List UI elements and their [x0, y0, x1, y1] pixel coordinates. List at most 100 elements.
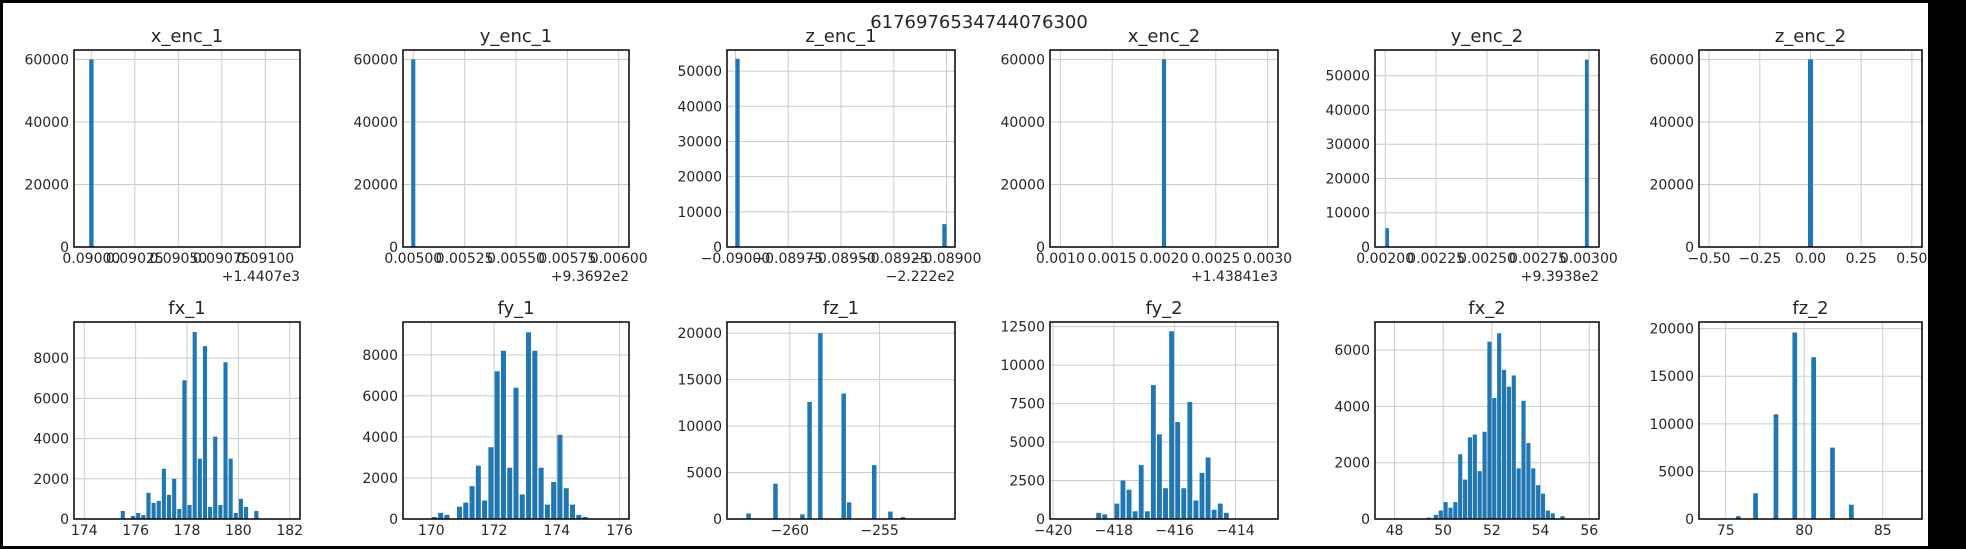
histogram-bar	[1223, 512, 1229, 519]
x-tick-label: 0.0030	[1243, 251, 1292, 267]
histogram-bar	[1531, 468, 1536, 519]
subplot-fy-2: fy_2 −420 −418 −416 −414 0 2500 5000 7500 10000 12…	[1000, 298, 1279, 539]
axes-frame	[73, 321, 301, 520]
histogram-bar	[1161, 59, 1167, 247]
histogram-bar	[151, 502, 156, 519]
y-tick-label: 20000	[677, 326, 722, 342]
y-tick-label: 0	[60, 240, 69, 256]
y-tick-label: 2000	[1334, 456, 1370, 472]
y-tick-label: 5000	[686, 466, 722, 482]
x-tick-label: 0.00	[1795, 251, 1826, 267]
axes-frame	[1698, 321, 1923, 520]
y-tick-label: 12500	[1000, 320, 1045, 336]
x-tick-label: −0.08900	[912, 251, 982, 267]
histogram-bar	[871, 465, 877, 519]
subplot-y-enc-1: y_enc_1 0.005000.005250.005500.005750.006…	[353, 26, 647, 285]
histogram-bar	[172, 478, 177, 519]
histogram-bar	[1467, 437, 1473, 519]
x-tick-label: 0.00200	[1356, 251, 1414, 267]
histogram-bar	[1536, 485, 1541, 519]
x-tick-label: 0.00525	[436, 251, 494, 267]
subplot-x-enc-2: x_enc_2 0.0010 0.0015 0.0020 0.0025 0.0030 0 20…	[1000, 26, 1292, 285]
y-tick-label: 0	[389, 512, 398, 528]
y-tick-label: 2500	[1009, 474, 1045, 490]
axes-frame	[726, 49, 956, 248]
histogram-bar	[563, 488, 569, 519]
y-tick-label: 8000	[362, 348, 398, 364]
y-tick-label: 7500	[1009, 397, 1045, 413]
x-tick-label: 75	[1717, 523, 1735, 539]
histogram-bar	[1138, 465, 1144, 519]
x-tick-label: 80	[1795, 523, 1813, 539]
histogram-bar	[456, 506, 463, 519]
histogram-bar	[818, 333, 823, 519]
subplot-fx-2: fx_2 48 50 52 54 56 0 2000 4000 6000	[1334, 298, 1600, 539]
histogram-bar	[131, 515, 136, 519]
histogram-bar	[1516, 468, 1521, 519]
histogram-bar	[1492, 397, 1497, 519]
histogram-bar	[1521, 400, 1526, 519]
y-tick-label: 2000	[362, 471, 398, 487]
axes-frame	[1049, 49, 1279, 248]
axes-frame	[73, 49, 301, 248]
x-tick-label: 174	[71, 523, 98, 539]
y-tick-label: 60000	[24, 52, 69, 68]
x-tick-label: 0.00600	[590, 251, 648, 267]
x-tick-label: −414	[1216, 523, 1255, 539]
histogram-bar	[557, 434, 563, 519]
histogram-bar	[569, 504, 576, 519]
histogram-bar	[238, 498, 243, 519]
histogram-bar	[551, 482, 557, 519]
x-tick-label: 0.09100	[236, 251, 294, 267]
histogram-bar	[846, 502, 852, 519]
histogram-bar	[1120, 480, 1126, 519]
y-tick-label: 0	[1036, 240, 1045, 256]
x-tick-label: 0.50	[1896, 251, 1927, 267]
figure-background	[3, 3, 1928, 546]
axes-frame	[1698, 49, 1923, 248]
histogram-bar	[254, 510, 259, 519]
x-tick-label: 0.00550	[487, 251, 545, 267]
subplot-title: fy_2	[1145, 298, 1182, 319]
subplot-title: fz_2	[1792, 298, 1828, 319]
y-tick-label: 0	[389, 240, 398, 256]
y-tick-label: 0	[713, 240, 722, 256]
y-tick-label: 10000	[677, 419, 722, 435]
x-tick-label: 0.09050	[149, 251, 207, 267]
histogram-bar	[177, 508, 182, 519]
y-tick-label: 40000	[1649, 115, 1694, 131]
histogram-bar	[1472, 434, 1477, 519]
axes-frame	[402, 49, 630, 248]
histogram-bar	[1458, 454, 1463, 519]
histogram-bar	[494, 371, 500, 519]
x-tick-label: 0.00575	[538, 251, 596, 267]
histogram-bar	[800, 514, 805, 519]
histogram-bar	[136, 512, 141, 519]
histogram-bar	[1560, 516, 1565, 519]
histogram-bar	[519, 494, 525, 519]
histogram-bar	[218, 504, 223, 519]
y-tick-label: 15000	[677, 373, 722, 389]
x-axis-offset-label: +9.3692e2	[551, 269, 629, 285]
histogram-bar	[500, 350, 506, 519]
x-tick-label: 48	[1386, 523, 1404, 539]
subplot-title: x_enc_1	[151, 26, 223, 47]
x-tick-label: −416	[1155, 523, 1194, 539]
y-tick-label: 50000	[1325, 69, 1370, 85]
y-tick-label: 20000	[353, 177, 398, 193]
y-tick-label: 0	[1361, 512, 1370, 528]
histogram-bar	[544, 504, 550, 519]
y-tick-label: 10000	[677, 205, 722, 221]
y-tick-label: 20000	[24, 177, 69, 193]
y-tick-label: 0	[713, 512, 722, 528]
y-tick-label: 0	[1036, 512, 1045, 528]
histogram-bar	[1163, 488, 1168, 519]
histogram-bar	[1187, 402, 1193, 519]
histogram-bar	[1132, 511, 1138, 519]
x-tick-label: −255	[860, 523, 898, 539]
histogram-bar	[89, 59, 94, 247]
histogram-bar	[192, 332, 197, 519]
histogram-bar	[444, 514, 450, 519]
